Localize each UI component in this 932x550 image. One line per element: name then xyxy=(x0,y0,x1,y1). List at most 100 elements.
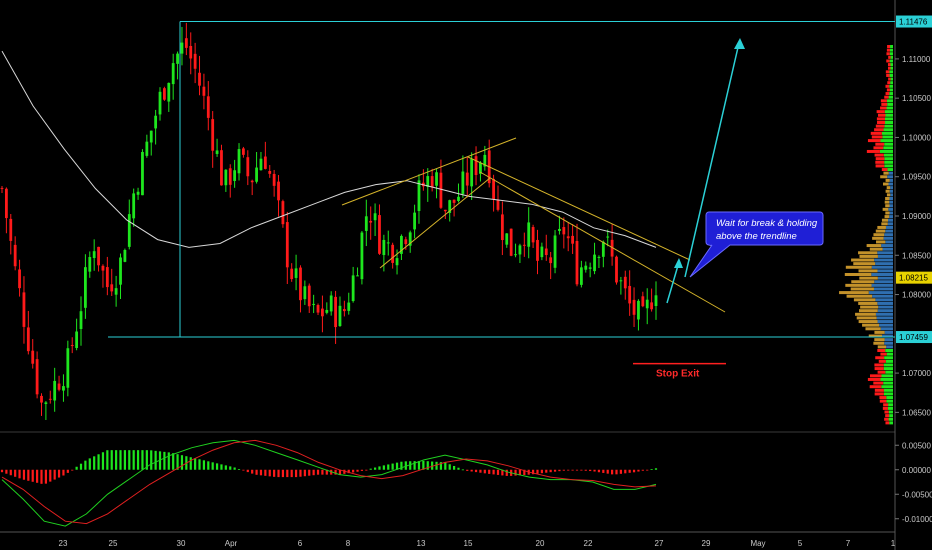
candle-body[interactable] xyxy=(35,359,39,395)
candle-body[interactable] xyxy=(654,295,658,306)
channel-trendline[interactable] xyxy=(479,171,726,313)
candle-body[interactable] xyxy=(290,268,294,280)
candle-body[interactable] xyxy=(228,168,232,185)
candle-body[interactable] xyxy=(579,267,583,285)
candle-body[interactable] xyxy=(509,228,513,256)
candle-body[interactable] xyxy=(321,308,324,317)
signal-line[interactable] xyxy=(1,439,657,525)
candle-body[interactable] xyxy=(593,254,596,272)
candle-body[interactable] xyxy=(531,227,535,243)
candle-body[interactable] xyxy=(154,115,158,129)
candle-body[interactable] xyxy=(623,276,627,289)
candle-body[interactable] xyxy=(57,383,61,390)
candle-body[interactable] xyxy=(426,176,430,187)
candle-body[interactable] xyxy=(378,215,381,254)
candle-body[interactable] xyxy=(141,151,144,196)
candle-body[interactable] xyxy=(439,172,443,208)
candle-body[interactable] xyxy=(70,345,74,347)
candle-body[interactable] xyxy=(382,239,386,256)
candle-body[interactable] xyxy=(540,246,544,258)
candle-body[interactable] xyxy=(364,216,368,231)
candle-body[interactable] xyxy=(66,348,70,388)
candle-body[interactable] xyxy=(549,257,553,264)
candle-body[interactable] xyxy=(461,171,465,194)
candle-body[interactable] xyxy=(479,162,482,174)
candle-body[interactable] xyxy=(97,246,100,266)
candle-body[interactable] xyxy=(347,302,351,311)
candle-body[interactable] xyxy=(430,176,434,188)
candle-body[interactable] xyxy=(167,82,171,102)
candle-body[interactable] xyxy=(119,257,122,285)
candle-body[interactable] xyxy=(233,170,237,181)
candle-body[interactable] xyxy=(83,267,87,308)
price-tag-box-top[interactable] xyxy=(896,15,932,28)
candle-body[interactable] xyxy=(163,88,166,100)
candle-body[interactable] xyxy=(246,157,250,177)
macd-pane[interactable] xyxy=(0,439,658,527)
time-axis[interactable]: 23 25 30 Apr 6 8 13 15 20 22 27 29 May 5 7 1 xyxy=(59,539,896,548)
candle-body[interactable] xyxy=(285,222,289,268)
candle-body[interactable] xyxy=(369,220,373,223)
candle-body[interactable] xyxy=(136,191,140,195)
candle-body[interactable] xyxy=(44,402,48,404)
candle-body[interactable] xyxy=(606,236,610,238)
candle-body[interactable] xyxy=(184,38,188,48)
candle-body[interactable] xyxy=(294,268,298,278)
candle-body[interactable] xyxy=(299,267,302,301)
candle-body[interactable] xyxy=(496,200,500,210)
candle-body[interactable] xyxy=(132,193,136,219)
candle-body[interactable] xyxy=(492,178,495,200)
candle-body[interactable] xyxy=(272,173,276,186)
candle-body[interactable] xyxy=(307,285,311,307)
candle-body[interactable] xyxy=(558,228,561,231)
candle-body[interactable] xyxy=(158,91,162,115)
candle-body[interactable] xyxy=(452,199,456,203)
projection-arrow-long[interactable] xyxy=(684,42,740,278)
candle-body[interactable] xyxy=(470,158,474,187)
candle-body[interactable] xyxy=(242,148,245,155)
candle-body[interactable] xyxy=(334,296,337,328)
candle-body[interactable] xyxy=(435,172,438,186)
candle-body[interactable] xyxy=(171,63,175,85)
candle-body[interactable] xyxy=(9,218,13,241)
candle-body[interactable] xyxy=(619,280,623,282)
candle-body[interactable] xyxy=(277,181,280,201)
candle-body[interactable] xyxy=(571,235,575,244)
candle-body[interactable] xyxy=(202,86,206,96)
candle-body[interactable] xyxy=(259,158,263,171)
candle-body[interactable] xyxy=(650,302,654,310)
candle-body[interactable] xyxy=(338,305,342,326)
candle-body[interactable] xyxy=(601,241,605,257)
candle-body[interactable] xyxy=(198,72,201,86)
candle-body[interactable] xyxy=(404,239,408,245)
descending-trendline[interactable] xyxy=(467,156,691,261)
candle-body[interactable] xyxy=(281,201,285,225)
candle-body[interactable] xyxy=(615,256,618,283)
candle-body[interactable] xyxy=(575,240,579,285)
candle-body[interactable] xyxy=(215,150,219,154)
candle-body[interactable] xyxy=(342,309,346,312)
candle-body[interactable] xyxy=(566,236,570,239)
candle-body[interactable] xyxy=(145,141,149,156)
candle-body[interactable] xyxy=(189,45,193,59)
candle-body[interactable] xyxy=(237,149,241,174)
candle-body[interactable] xyxy=(123,249,127,262)
candle-body[interactable] xyxy=(88,257,92,272)
candle-body[interactable] xyxy=(417,180,421,212)
wedge-lower-trendline[interactable] xyxy=(379,177,491,269)
candle-body[interactable] xyxy=(373,213,377,221)
candle-body[interactable] xyxy=(562,227,566,235)
candle-body[interactable] xyxy=(193,53,197,69)
candle-body[interactable] xyxy=(48,398,52,400)
candle-body[interactable] xyxy=(101,265,105,271)
candle-body[interactable] xyxy=(312,303,316,305)
candle-body[interactable] xyxy=(391,244,395,263)
candle-body[interactable] xyxy=(149,130,153,143)
moving-average-line[interactable] xyxy=(1,50,657,248)
candle-body[interactable] xyxy=(31,350,35,364)
candle-body[interactable] xyxy=(220,150,223,186)
candle-body[interactable] xyxy=(250,180,254,183)
candle-body[interactable] xyxy=(360,232,364,280)
candle-body[interactable] xyxy=(114,288,118,295)
candle-body[interactable] xyxy=(474,156,478,176)
